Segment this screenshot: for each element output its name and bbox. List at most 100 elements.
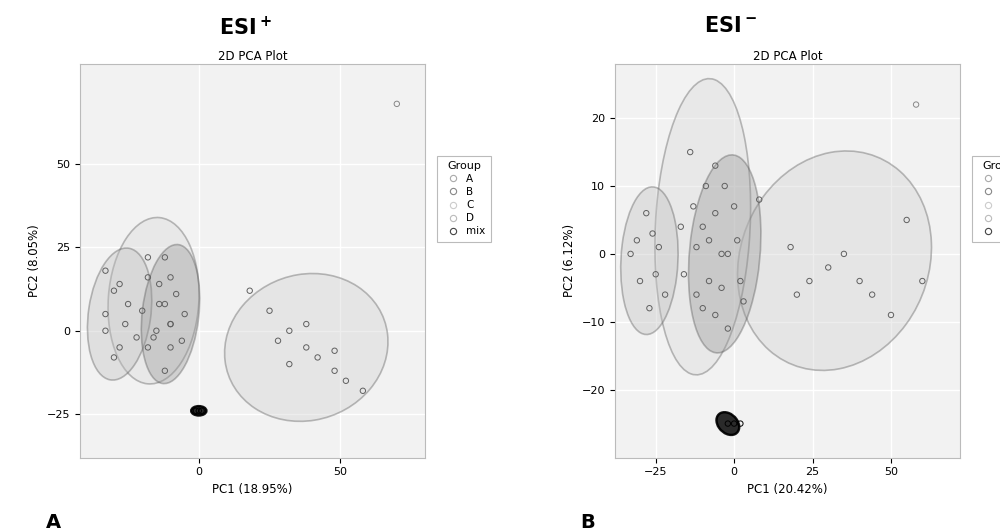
Point	[140, 273, 156, 281]
Point	[707, 209, 723, 218]
Point	[714, 250, 730, 258]
Point	[174, 337, 190, 345]
Point	[97, 267, 113, 275]
Point	[688, 243, 704, 251]
Y-axis label: PC2 (8.05%): PC2 (8.05%)	[28, 225, 41, 297]
Point	[908, 101, 924, 109]
Point	[327, 346, 343, 355]
Point	[129, 333, 145, 342]
Point	[701, 277, 717, 285]
Point	[194, 406, 210, 415]
Point	[327, 367, 343, 375]
Point	[914, 277, 930, 285]
Point	[163, 343, 179, 352]
Point	[298, 343, 314, 352]
Point	[262, 306, 278, 315]
Point	[648, 270, 664, 279]
X-axis label: PC1 (20.42%): PC1 (20.42%)	[747, 483, 828, 496]
Title: 2D PCA Plot: 2D PCA Plot	[753, 49, 822, 63]
Legend: A, B, C, D, mix: A, B, C, D, mix	[972, 156, 1000, 242]
Point	[97, 310, 113, 318]
Point	[651, 243, 667, 251]
Ellipse shape	[689, 155, 761, 353]
Point	[140, 253, 156, 262]
Point	[310, 353, 326, 362]
Point	[641, 304, 657, 312]
Point	[645, 229, 661, 238]
Point	[632, 277, 648, 285]
Point	[163, 273, 179, 281]
Point	[191, 406, 207, 415]
Point	[117, 320, 133, 328]
Point	[676, 270, 692, 279]
Point	[707, 311, 723, 319]
Point	[157, 253, 173, 262]
Point	[783, 243, 799, 251]
Ellipse shape	[717, 413, 739, 435]
Point	[883, 311, 899, 319]
Point	[148, 327, 164, 335]
Point	[685, 202, 701, 211]
Ellipse shape	[655, 79, 751, 375]
Point	[698, 182, 714, 190]
Point	[688, 290, 704, 299]
Text: $\mathbf{ESI^+}$: $\mathbf{ESI^+}$	[219, 16, 271, 39]
Text: B: B	[580, 513, 595, 531]
Point	[899, 215, 915, 224]
Y-axis label: PC2 (6.12%): PC2 (6.12%)	[563, 224, 576, 297]
Text: A: A	[45, 513, 61, 531]
Point	[146, 333, 162, 342]
Point	[242, 286, 258, 295]
Point	[112, 343, 128, 352]
Point	[151, 300, 167, 309]
Point	[729, 236, 745, 245]
Ellipse shape	[192, 406, 206, 415]
Ellipse shape	[108, 218, 199, 384]
Point	[717, 182, 733, 190]
Point	[820, 263, 836, 272]
Point	[97, 327, 113, 335]
Point	[270, 337, 286, 345]
Point	[157, 367, 173, 375]
Ellipse shape	[87, 248, 152, 380]
Point	[836, 250, 852, 258]
Point	[168, 290, 184, 298]
Point	[163, 320, 179, 328]
Point	[736, 297, 752, 306]
Point	[106, 286, 122, 295]
Point	[120, 300, 136, 309]
Ellipse shape	[192, 406, 206, 415]
Point	[188, 406, 204, 415]
Point	[134, 306, 150, 315]
Point	[789, 290, 805, 299]
Point	[638, 209, 654, 218]
Point	[389, 99, 405, 108]
Point	[657, 290, 673, 299]
Point	[177, 310, 193, 318]
Point	[852, 277, 868, 285]
Point	[682, 148, 698, 156]
Point	[726, 202, 742, 211]
Point	[732, 419, 748, 428]
Point	[720, 419, 736, 428]
Point	[701, 236, 717, 245]
Point	[732, 277, 748, 285]
Point	[751, 195, 767, 204]
Point	[720, 325, 736, 333]
Ellipse shape	[738, 151, 931, 370]
Title: 2D PCA Plot: 2D PCA Plot	[218, 49, 287, 63]
Point	[629, 236, 645, 245]
Point	[281, 360, 297, 368]
Point	[714, 284, 730, 292]
Ellipse shape	[225, 273, 388, 421]
Point	[695, 304, 711, 312]
Ellipse shape	[621, 187, 678, 335]
Point	[801, 277, 817, 285]
Point	[157, 300, 173, 309]
Point	[695, 222, 711, 231]
Ellipse shape	[141, 245, 200, 384]
Text: $\mathbf{ESI^-}$: $\mathbf{ESI^-}$	[704, 16, 756, 36]
Point	[338, 377, 354, 385]
Point	[355, 387, 371, 395]
Point	[726, 419, 742, 428]
